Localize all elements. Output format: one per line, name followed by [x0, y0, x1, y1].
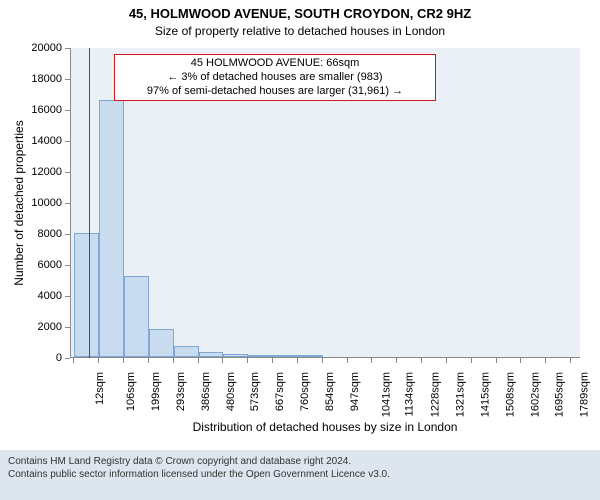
x-tick-mark — [496, 358, 497, 363]
x-tick-label: 760sqm — [299, 372, 311, 411]
y-tick-mark — [65, 79, 70, 80]
property-marker-line — [89, 48, 90, 358]
y-tick-mark — [65, 110, 70, 111]
x-tick-mark — [173, 358, 174, 363]
x-tick-label: 1415sqm — [479, 372, 491, 417]
footer-line-2: Contains public sector information licen… — [8, 468, 592, 481]
x-tick-label: 854sqm — [324, 372, 336, 411]
x-tick-label: 1134sqm — [404, 372, 416, 416]
x-tick-mark — [198, 358, 199, 363]
y-tick-label: 8000 — [0, 228, 62, 240]
histogram-bar — [199, 352, 224, 357]
y-tick-label: 14000 — [0, 135, 62, 147]
x-tick-label: 1321sqm — [454, 372, 466, 417]
x-tick-mark — [272, 358, 273, 363]
y-tick-mark — [65, 203, 70, 204]
x-tick-label: 1602sqm — [529, 372, 541, 417]
x-tick-label: 1789sqm — [578, 372, 590, 417]
histogram-bar — [99, 100, 124, 357]
x-tick-label: 12sqm — [94, 372, 106, 405]
y-tick-mark — [65, 327, 70, 328]
y-tick-mark — [65, 141, 70, 142]
y-tick-label: 16000 — [0, 104, 62, 116]
x-tick-mark — [471, 358, 472, 363]
x-tick-mark — [347, 358, 348, 363]
y-tick-label: 4000 — [0, 290, 62, 302]
x-tick-mark — [148, 358, 149, 363]
y-tick-mark — [65, 172, 70, 173]
x-tick-mark — [545, 358, 546, 363]
x-tick-mark — [98, 358, 99, 363]
info-line-1: 45 HOLMWOOD AVENUE: 66sqm — [119, 57, 431, 71]
x-axis-label: Distribution of detached houses by size … — [70, 420, 580, 436]
y-tick-label: 18000 — [0, 73, 62, 85]
y-tick-label: 6000 — [0, 259, 62, 271]
x-tick-mark — [570, 358, 571, 363]
x-tick-mark — [222, 358, 223, 363]
x-tick-mark — [446, 358, 447, 363]
x-tick-mark — [421, 358, 422, 363]
x-tick-label: 947sqm — [349, 372, 361, 411]
y-tick-mark — [65, 265, 70, 266]
x-tick-mark — [322, 358, 323, 363]
y-tick-mark — [65, 296, 70, 297]
x-tick-label: 1041sqm — [380, 372, 392, 417]
y-tick-label: 0 — [0, 352, 62, 364]
x-tick-mark — [73, 358, 74, 363]
y-tick-mark — [65, 48, 70, 49]
histogram-bar — [248, 355, 273, 357]
x-tick-label: 106sqm — [125, 372, 137, 411]
x-tick-label: 1228sqm — [429, 372, 441, 417]
x-tick-mark — [371, 358, 372, 363]
x-tick-label: 573sqm — [249, 372, 261, 411]
chart-title-line1: 45, HOLMWOOD AVENUE, SOUTH CROYDON, CR2 … — [0, 6, 600, 21]
x-tick-mark — [247, 358, 248, 363]
histogram-bar — [74, 233, 99, 357]
histogram-bar — [124, 276, 149, 357]
y-tick-mark — [65, 358, 70, 359]
info-line-3: 97% of semi-detached houses are larger (… — [119, 85, 431, 99]
x-tick-mark — [297, 358, 298, 363]
y-tick-label: 20000 — [0, 42, 62, 54]
y-tick-mark — [65, 234, 70, 235]
y-tick-label: 10000 — [0, 197, 62, 209]
x-tick-mark — [396, 358, 397, 363]
histogram-bar — [273, 355, 298, 357]
info-line-2: ← 3% of detached houses are smaller (983… — [119, 71, 431, 85]
x-tick-mark — [123, 358, 124, 363]
chart-title-line2: Size of property relative to detached ho… — [0, 24, 600, 38]
y-tick-label: 2000 — [0, 321, 62, 333]
histogram-bar — [174, 346, 199, 357]
footer-line-1: Contains HM Land Registry data © Crown c… — [8, 455, 592, 468]
y-tick-label: 12000 — [0, 166, 62, 178]
x-tick-label: 480sqm — [225, 372, 237, 411]
x-tick-label: 293sqm — [175, 372, 187, 411]
histogram-bar — [149, 329, 174, 357]
property-info-box: 45 HOLMWOOD AVENUE: 66sqm ← 3% of detach… — [114, 54, 436, 101]
x-tick-label: 386sqm — [200, 372, 212, 411]
x-tick-label: 1508sqm — [504, 372, 516, 417]
x-tick-label: 199sqm — [150, 372, 162, 411]
histogram-bar — [223, 354, 248, 357]
x-tick-label: 667sqm — [274, 372, 286, 411]
footer: Contains HM Land Registry data © Crown c… — [0, 450, 600, 500]
x-tick-mark — [520, 358, 521, 363]
histogram-bar — [298, 355, 323, 357]
x-tick-label: 1695sqm — [554, 372, 566, 417]
